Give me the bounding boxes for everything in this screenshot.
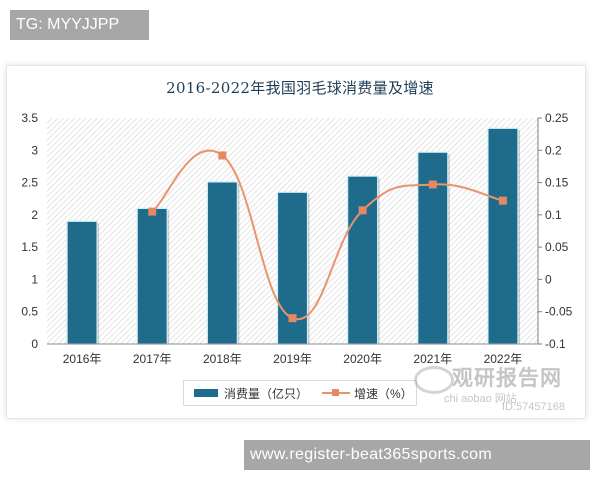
left-axis-tick-label: 1.5 <box>21 240 38 254</box>
watermark-logo-icon <box>414 366 454 394</box>
right-axis-tick-label: 0.2 <box>545 143 562 157</box>
watermark-name: 观研报告网 <box>452 367 562 390</box>
x-axis-tick-label: 2016年 <box>63 352 102 366</box>
x-axis-tick-label: 2021年 <box>413 352 452 366</box>
left-axis-tick-label: 0.5 <box>21 305 38 319</box>
growth-marker <box>358 206 367 215</box>
right-y-axis: -0.1 -0.05 0 0.05 0.1 0.15 0.2 0.25 <box>537 111 573 351</box>
left-axis-tick-label: 2 <box>31 208 38 222</box>
bar-2018年 <box>206 181 238 345</box>
growth-marker <box>498 196 507 205</box>
legend-label-consumption: 消费量（亿只） <box>224 386 309 401</box>
legend-label-growth: 增速（%） <box>354 386 413 401</box>
legend-line-swatch <box>322 388 351 398</box>
bottom-watermark-tag: www.register-beat365sports.com <box>244 440 590 470</box>
growth-marker <box>428 180 437 189</box>
x-axis-tick-label: 2022年 <box>484 352 523 366</box>
left-axis-tick-label: 1 <box>31 272 38 286</box>
right-axis-tick-label: -0.05 <box>545 305 573 319</box>
growth-marker <box>218 151 227 160</box>
growth-line-series <box>148 149 507 323</box>
chart-title: 2016-2022年我国羽毛球消费量及增速 <box>166 79 434 97</box>
right-axis-tick-label: 0.1 <box>545 208 562 222</box>
bar-2016年 <box>66 220 98 345</box>
right-axis-tick-label: 0 <box>545 272 552 286</box>
left-axis-tick-label: 3.5 <box>21 111 38 125</box>
growth-marker <box>288 314 297 323</box>
bar-2022年 <box>487 127 519 345</box>
left-y-axis: 0 0.5 1 1.5 2 2.5 3 3.5 <box>21 111 38 351</box>
growth-marker <box>148 207 157 216</box>
chart-legend: 消费量（亿只） 增速（%） <box>183 380 417 406</box>
left-axis-tick-label: 3 <box>31 143 38 157</box>
right-axis-tick-label: 0.05 <box>545 240 569 254</box>
x-axis-tick-label: 2019年 <box>273 352 312 366</box>
source-watermark: 观研报告网 chi aobao 网站 ID:57457168 <box>412 358 592 418</box>
x-axis-tick-label: 2018年 <box>203 352 242 366</box>
left-axis-tick-label: 0 <box>31 337 38 351</box>
left-axis-tick-label: 2.5 <box>21 176 38 190</box>
top-watermark-tag: TG: MYYJJPP <box>10 10 149 40</box>
x-axis-tick-label: 2017年 <box>133 352 172 366</box>
legend-bar-swatch <box>194 389 218 397</box>
watermark-id: ID:57457168 <box>502 401 565 413</box>
right-axis-tick-label: 0.25 <box>545 111 569 125</box>
x-axis-tick-label: 2020年 <box>343 352 382 366</box>
right-axis-tick-label: 0.15 <box>545 176 569 190</box>
bar-2017年 <box>136 207 168 345</box>
x-axis: 2016年 2017年 2018年 2019年 2020年 2021年 2022年 <box>47 343 538 366</box>
watermark-subtitle: chi aobao 网站 <box>444 393 517 405</box>
right-axis-tick-label: -0.1 <box>545 337 566 351</box>
